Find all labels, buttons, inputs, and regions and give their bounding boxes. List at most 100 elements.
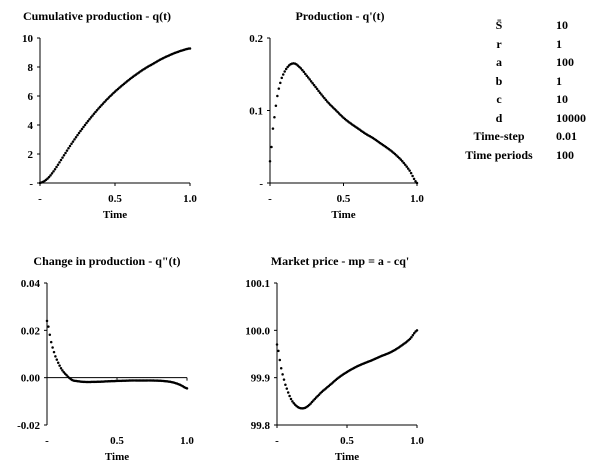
chart-1-data-point (70, 142, 73, 146)
param-name: c (496, 92, 502, 106)
param-value: 1 (556, 73, 562, 88)
chart-3-y-tick-label: 0.00 (21, 373, 41, 385)
chart-1-data-point (82, 125, 85, 129)
chart-4-data-point (412, 332, 416, 335)
chart-2-data-point (270, 145, 273, 149)
chart-4-x-tick-label: 0.5 (340, 435, 354, 447)
chart-2-data-point (308, 78, 311, 81)
chart-4-data-point (277, 349, 280, 353)
chart-1-data-point (71, 140, 75, 143)
chart-4-y-tick-label: 99.8 (251, 420, 271, 432)
chart-4-data-point (288, 394, 291, 398)
chart-2-data-point (412, 177, 416, 181)
chart-3-x-tick-label: 0.5 (110, 435, 124, 447)
chart-1-y-tick-label: 8 (28, 62, 34, 74)
param-row: S̄ 10 (458, 16, 589, 35)
chart-4-y-tick-label: 100.1 (245, 278, 270, 290)
chart-1-data-point (58, 161, 61, 164)
chart-4-x-tick-label: - (275, 435, 279, 447)
chart-2-data-point (271, 127, 275, 130)
chart-2-data-point (314, 85, 317, 89)
chart-1-data-point (68, 144, 72, 148)
chart-4-data-point (284, 383, 287, 387)
chart-2-data-point (318, 91, 322, 94)
chart-2-data-point (406, 167, 410, 170)
chart-2-data-point (403, 163, 407, 166)
chart-1-data-point (62, 154, 66, 157)
chart-2-data-point (415, 181, 419, 185)
chart-2-data-point (324, 98, 328, 102)
chart-2-data-point (401, 160, 404, 163)
chart-1-data-point (67, 147, 70, 150)
chart-4-data-point (410, 335, 413, 339)
chart-4-data-point (286, 391, 290, 394)
chart-2-x-label: Time (331, 209, 355, 221)
chart-2-data-point (274, 104, 278, 108)
param-name: a (496, 55, 502, 69)
chart-3-data-point (54, 355, 57, 358)
chart-2-data-point (301, 68, 304, 72)
chart-1-data-point (89, 116, 93, 119)
chart-1-data-point (95, 109, 99, 112)
chart-1-data-point (83, 123, 87, 127)
chart-2-data-point (312, 83, 316, 87)
param-value: 10 (556, 18, 568, 32)
chart-1-data-point (91, 114, 94, 117)
chart-1-x-tick-label: 1.0 (183, 193, 197, 205)
chart-2-data-point (302, 70, 306, 74)
chart-2-data-point (309, 80, 313, 83)
chart-2-x-tick-label: 1.0 (410, 193, 424, 205)
chart-1-title: Cumulative production - q(t) (23, 9, 171, 23)
chart-1-data-point (56, 163, 60, 166)
chart-2-data-point (311, 81, 314, 85)
param-row: c 10 (458, 90, 589, 109)
chart-1-data-point (65, 149, 69, 152)
chart-3-data-point (47, 325, 50, 328)
chart-1-data-point (74, 136, 78, 139)
chart-2-data-point (286, 65, 289, 69)
chart-1-data-point (59, 158, 63, 162)
param-value: 100 (556, 147, 574, 162)
chart-4-data-point (275, 343, 279, 346)
chart-2-data-point (321, 95, 325, 98)
chart-2-data-point (280, 76, 284, 80)
chart-3-data-point (52, 350, 56, 354)
chart-2-data-point (408, 169, 411, 172)
chart-2-data-point (284, 67, 288, 71)
chart-1-y-tick-label: - (29, 178, 33, 190)
chart-2-data-point (281, 73, 285, 76)
chart-2-data-point (305, 74, 308, 77)
chart-4-data-point (278, 358, 282, 362)
chart-2-data-point (317, 89, 320, 93)
chart-3-data-point (51, 346, 54, 349)
chart-1-x-tick-label: - (38, 193, 42, 205)
chart-1-data-point (50, 172, 54, 175)
chart-2-data-point (273, 115, 276, 119)
param-name: S̄ (495, 18, 503, 32)
chart-1-y-tick-label: 6 (28, 91, 34, 103)
chart-1-y-tick-label: 4 (28, 120, 34, 132)
chart-1-data-point (79, 129, 82, 133)
chart-1-data-point (46, 177, 49, 180)
chart-3-data-point (45, 319, 49, 323)
chart-2-data-point (315, 87, 319, 91)
chart-1-data-point (92, 112, 96, 116)
chart-2-data-point (283, 70, 286, 73)
chart-2-data-point (409, 171, 413, 175)
chart-3-y-tick-label: -0.02 (17, 420, 40, 432)
chart-3-data-point (185, 387, 189, 390)
chart-2-title: Production - q'(t) (295, 9, 384, 23)
chart-3-y-tick-label: 0.04 (21, 278, 41, 290)
chart-2-x-tick-label: 0.5 (337, 193, 351, 205)
chart-1-data-point (94, 110, 97, 114)
chart-1-data-point (80, 127, 84, 131)
chart-4-y-tick-label: 100.0 (245, 325, 270, 337)
chart-3-data-point (59, 366, 63, 370)
param-name: d (495, 110, 503, 125)
chart-1-data-point (88, 118, 91, 121)
param-name: Time-step (473, 129, 525, 143)
chart-4-title: Market price - mp = a - cq' (271, 254, 409, 268)
